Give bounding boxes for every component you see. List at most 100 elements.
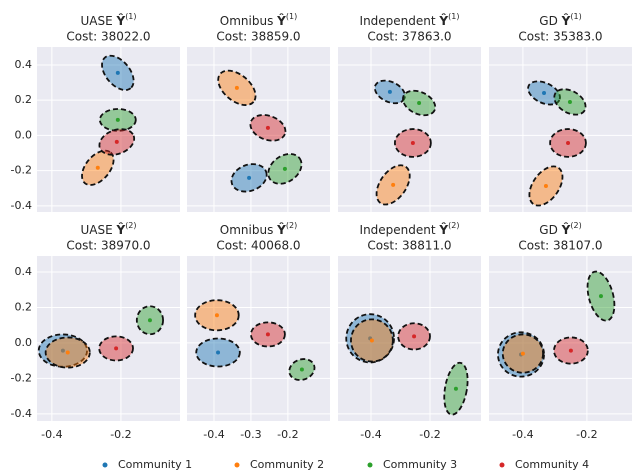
clusters (527, 80, 587, 207)
panel-cost: Cost: 38022.0 (66, 30, 150, 44)
x-tick-label: -0.4 (203, 428, 224, 441)
method: Omnibus (220, 14, 274, 28)
cluster-center (369, 338, 374, 343)
clusters (497, 270, 616, 378)
cluster-center (282, 166, 287, 171)
legend-marker (367, 462, 373, 468)
cluster-center (520, 351, 525, 356)
cluster-center (567, 99, 572, 104)
superscript: (1) (286, 12, 297, 21)
cluster-ellipse (98, 335, 134, 362)
cluster-center (95, 165, 100, 170)
cluster-center (387, 89, 392, 94)
x-tick-label: -0.2 (576, 428, 597, 441)
panel-title: UASE Ŷ(2) (80, 221, 136, 237)
cluster-ellipse (553, 336, 589, 365)
x-tick-label: -0.4 (512, 428, 533, 441)
superscript: (1) (448, 12, 459, 21)
y-tick-label: 0.0 (15, 336, 33, 349)
cluster-ellipse (288, 358, 316, 381)
panel-cost: Cost: 38859.0 (216, 30, 300, 44)
x-tick-label: -0.3 (240, 428, 261, 441)
symbol: Ŷ (438, 222, 448, 237)
method: Omnibus (220, 223, 274, 237)
cluster-ellipse (402, 89, 437, 117)
cluster-center (391, 182, 396, 187)
y-tick-label: -0.4 (11, 407, 32, 420)
y-tick-label: 0.2 (15, 300, 33, 313)
y-tick-label: 0.4 (15, 58, 33, 71)
panel-cost: Cost: 37863.0 (367, 30, 451, 44)
cluster-center (299, 367, 304, 372)
cluster-center (543, 183, 548, 188)
plot-area (187, 47, 330, 212)
cluster-center (65, 350, 70, 355)
cluster-ellipse (528, 165, 564, 207)
method: Independent (360, 223, 436, 237)
cluster-center (234, 85, 239, 90)
cluster-center (216, 350, 221, 355)
y-tick-label: 0.4 (15, 265, 33, 278)
cluster-ellipse (501, 333, 544, 374)
superscript: (2) (448, 221, 459, 230)
cluster-ellipse (497, 331, 545, 378)
panel-title: Omnibus Ŷ(2) (220, 221, 297, 237)
method: UASE (80, 14, 112, 28)
cluster-center (410, 140, 415, 145)
cluster-ellipse (81, 149, 115, 186)
symbol: Ŷ (561, 222, 571, 237)
clusters (81, 54, 137, 186)
method: GD (539, 223, 558, 237)
cluster-center (114, 346, 119, 351)
panel-title: Omnibus Ŷ(1) (220, 12, 297, 28)
superscript: (2) (125, 221, 136, 230)
cluster-center (598, 294, 603, 299)
cluster-center (265, 332, 270, 337)
superscript: (2) (570, 221, 581, 230)
clusters (217, 69, 303, 193)
clusters (194, 299, 316, 381)
cluster-center (115, 70, 120, 75)
cluster-center (214, 313, 219, 318)
cluster-ellipse (267, 153, 303, 185)
symbol: Ŷ (276, 13, 286, 28)
symbol: Ŷ (115, 222, 125, 237)
x-tick-label: -0.2 (419, 428, 440, 441)
cluster-ellipse (98, 128, 136, 156)
cluster-ellipse (549, 128, 587, 158)
legend-label: Community 2 (250, 458, 324, 471)
superscript: (2) (286, 221, 297, 230)
clusters (37, 305, 164, 369)
cluster-ellipse (553, 88, 587, 116)
symbol: Ŷ (438, 13, 448, 28)
panel-title: GD Ŷ(1) (539, 12, 581, 28)
plot-area (187, 256, 330, 421)
cluster-center (247, 175, 252, 180)
panel-cost: Cost: 38107.0 (518, 239, 602, 253)
x-tick-label: -0.2 (110, 428, 131, 441)
y-tick-label: 0.0 (15, 128, 33, 141)
cluster-ellipse (37, 333, 88, 368)
cluster-ellipse (350, 318, 394, 363)
panel-cost: Cost: 40068.0 (216, 239, 300, 253)
cluster-center (147, 318, 152, 323)
cluster-ellipse (394, 128, 432, 158)
y-tick-label: -0.4 (11, 199, 32, 212)
cluster-ellipse (397, 322, 431, 351)
clusters (373, 79, 437, 206)
x-tick-label: -0.4 (360, 428, 381, 441)
panel-cost: Cost: 38970.0 (66, 239, 150, 253)
cluster-center (453, 386, 458, 391)
panel-title: UASE Ŷ(1) (80, 12, 136, 28)
cluster-center (568, 348, 573, 353)
x-tick-label: -0.4 (41, 428, 62, 441)
legend-marker (499, 462, 505, 468)
method: UASE (80, 223, 112, 237)
panel-cost: Cost: 38811.0 (367, 239, 451, 253)
plot-area (489, 256, 632, 421)
y-tick-label: 0.2 (15, 93, 33, 106)
cluster-center (114, 139, 119, 144)
legend-label: Community 3 (383, 458, 457, 471)
superscript: (1) (570, 12, 581, 21)
